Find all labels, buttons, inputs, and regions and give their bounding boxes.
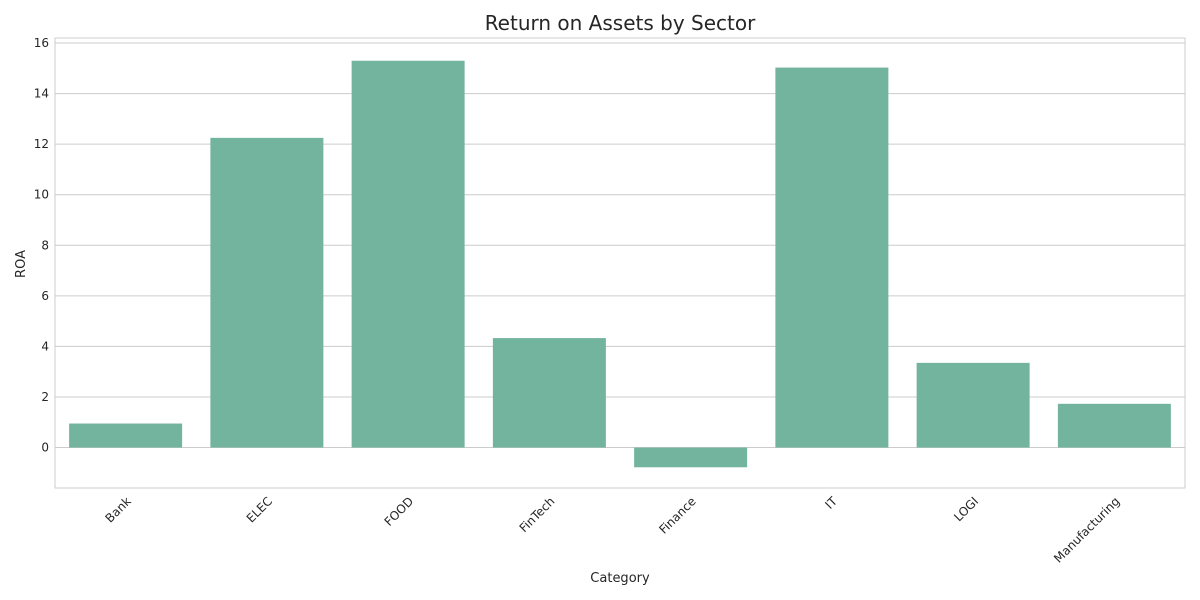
- y-tick-label: 10: [34, 188, 49, 202]
- y-tick-label: 0: [41, 441, 49, 455]
- bar-bank: [69, 423, 183, 448]
- x-tick-label: IT: [822, 494, 840, 512]
- y-tick-label: 6: [41, 289, 49, 303]
- x-axis-label: Category: [590, 571, 650, 586]
- bars: [69, 60, 1171, 468]
- bar-finance: [634, 447, 748, 468]
- x-tick-label: LOGI: [951, 494, 981, 524]
- y-tick-label: 2: [41, 390, 49, 404]
- bar-food: [351, 60, 465, 448]
- x-tick-label: FinTech: [517, 494, 558, 535]
- y-tick-label: 12: [34, 137, 49, 151]
- y-tick-label: 14: [34, 87, 49, 101]
- bar-it: [775, 67, 889, 448]
- y-tick-label: 4: [41, 339, 49, 353]
- y-tick-label: 8: [41, 238, 49, 252]
- x-tick-label: Bank: [103, 494, 134, 525]
- x-tick-label: Finance: [656, 494, 698, 536]
- plot-frame: [54, 37, 1186, 489]
- x-tick-label: FOOD: [382, 494, 417, 529]
- bar-manufacturing: [1057, 403, 1171, 448]
- bar-fintech: [492, 338, 606, 448]
- bar-logi: [916, 362, 1030, 448]
- x-tick-labels: Bank ELEC FOOD FinTech Finance IT LOGI Manufact…: [103, 494, 1123, 566]
- y-tick-labels: 0 2 4 6 8 10 12 14 16: [34, 36, 49, 454]
- y-axis-label: ROA: [14, 250, 29, 278]
- bar-elec: [210, 137, 324, 448]
- y-tick-label: 16: [34, 36, 49, 50]
- x-tick-label: ELEC: [244, 494, 275, 525]
- chart-title: Return on Assets by Sector: [485, 11, 756, 35]
- x-tick-label: Manufacturing: [1051, 494, 1122, 565]
